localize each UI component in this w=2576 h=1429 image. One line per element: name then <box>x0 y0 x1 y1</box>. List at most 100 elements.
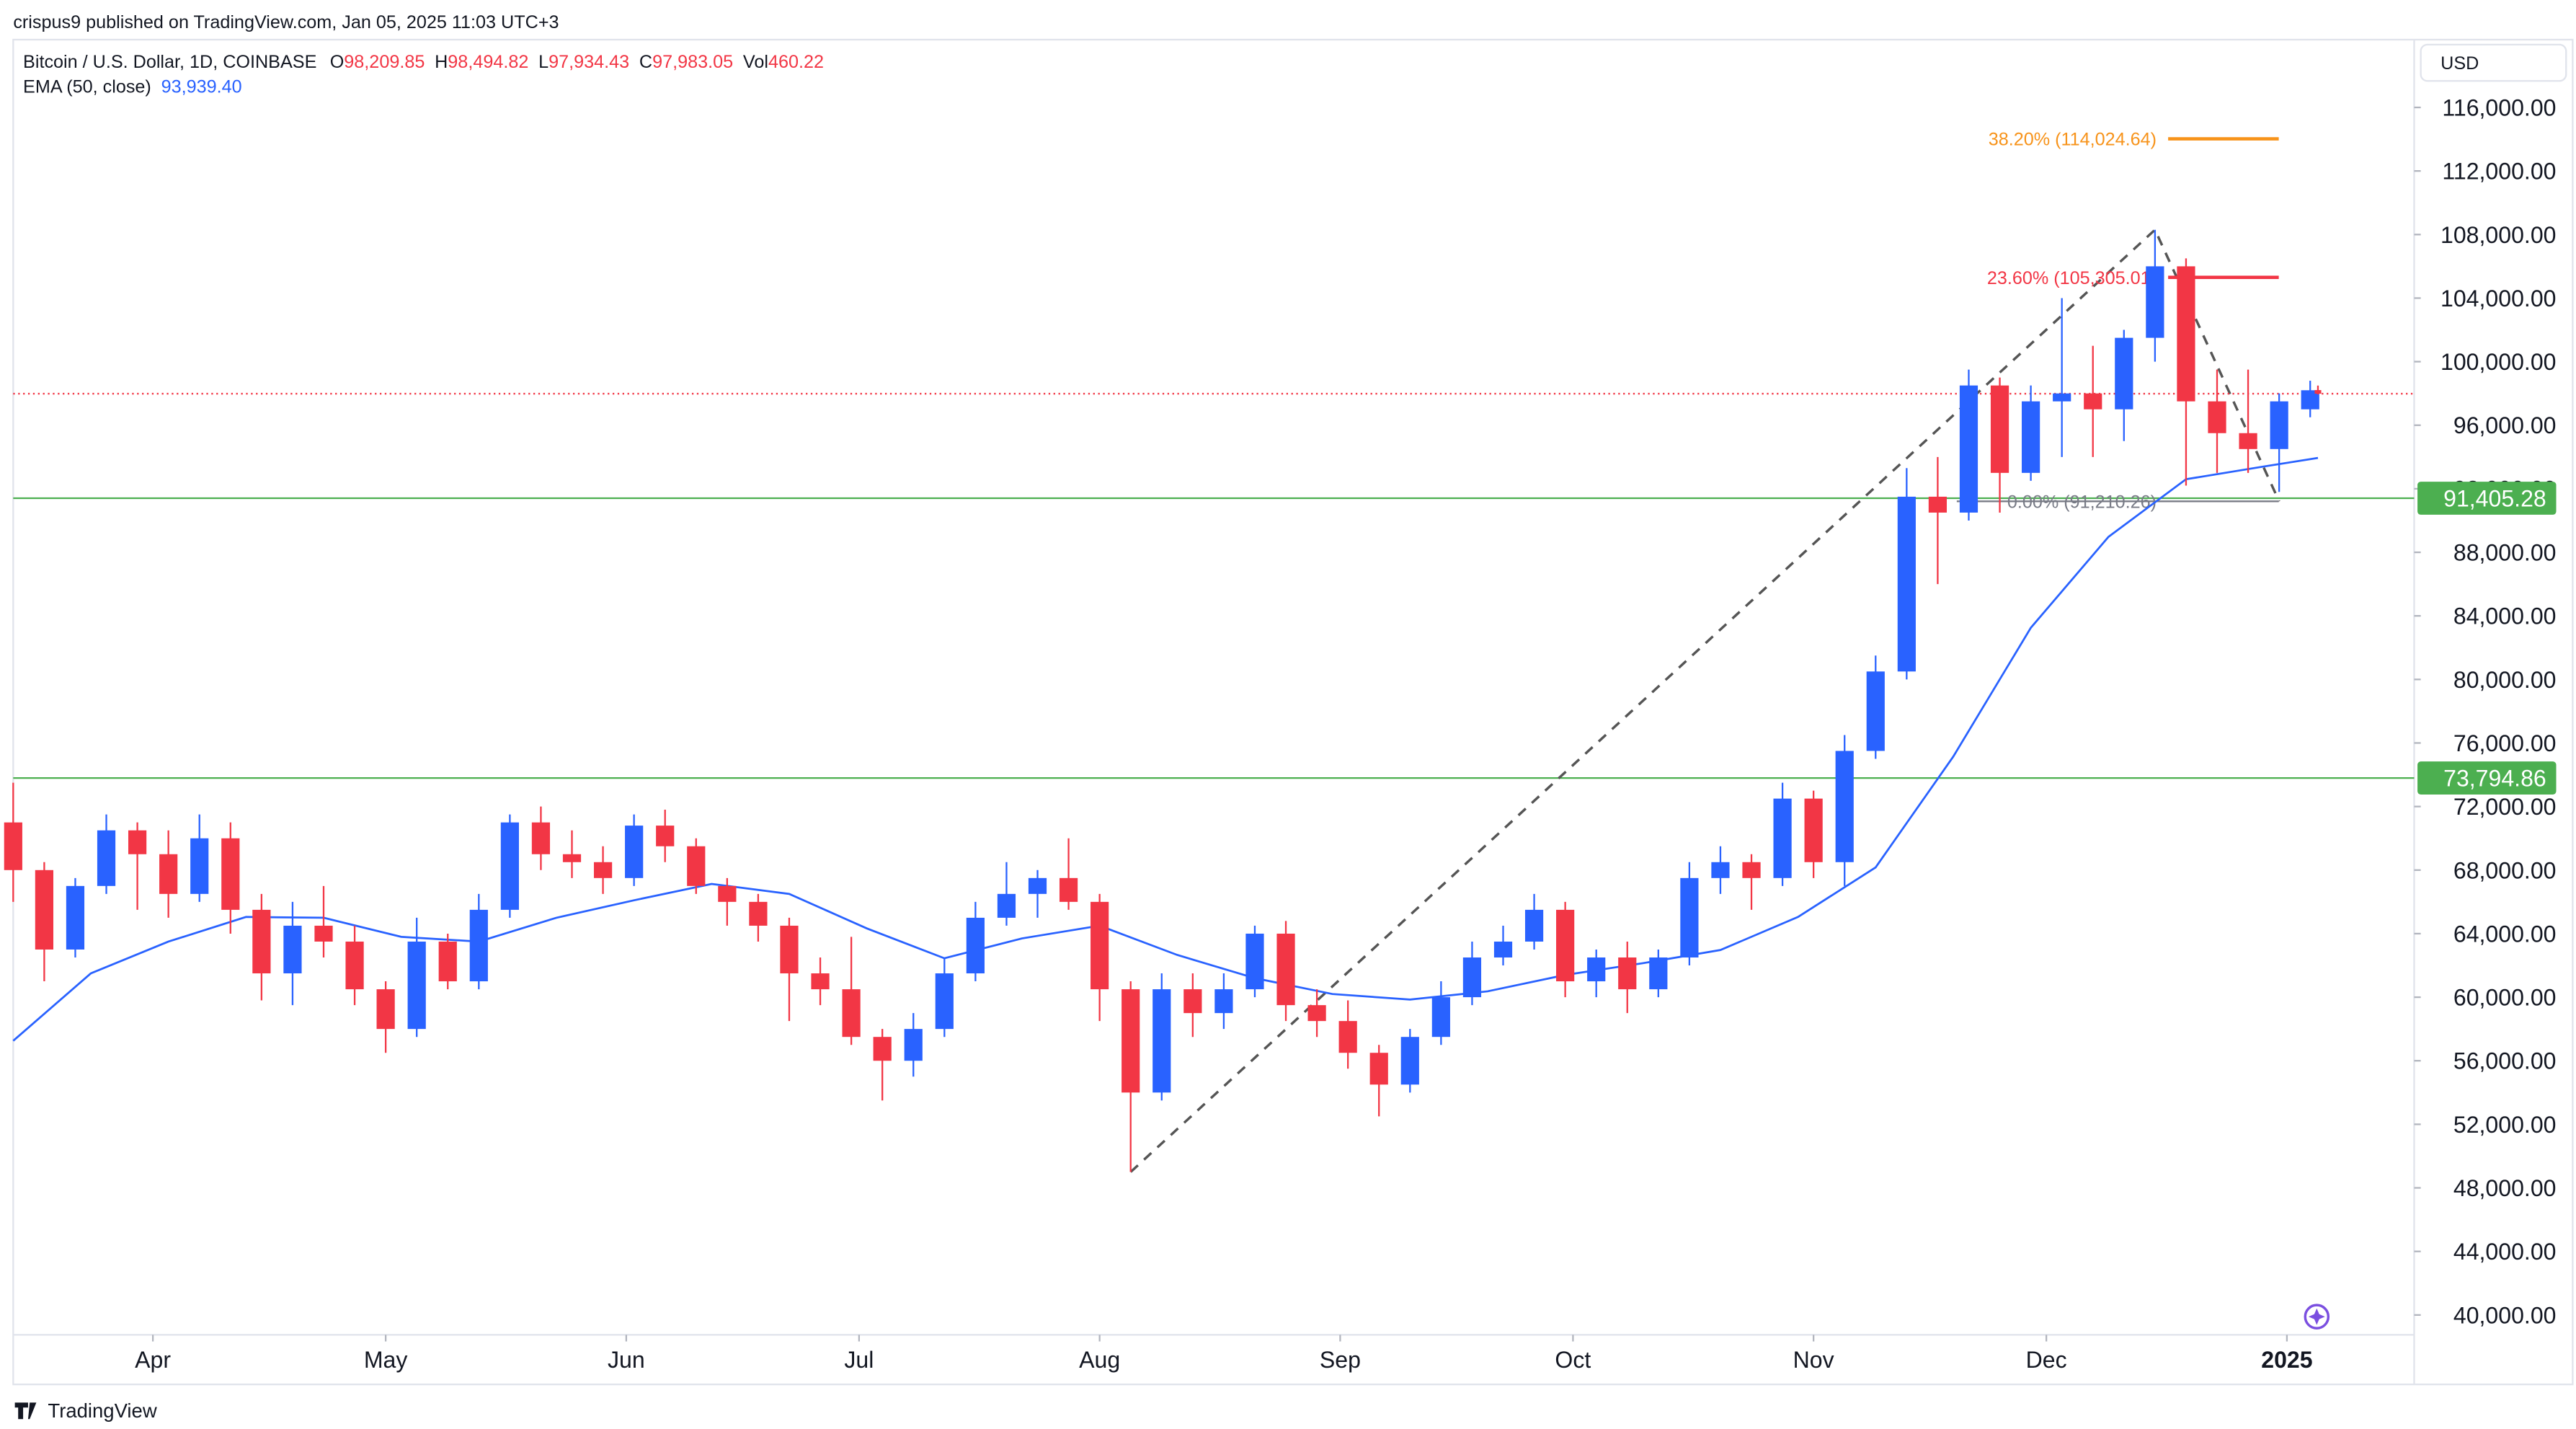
y-tick-label: 72,000.00 <box>2453 794 2557 820</box>
level-label: 73,794.86 <box>2443 766 2546 792</box>
candle-body <box>1028 877 1047 894</box>
candle-body <box>2022 401 2040 473</box>
level-label: 91,405.28 <box>2443 485 2546 511</box>
trend-line <box>1129 227 2280 1173</box>
ema-info: EMA (50, close) 93,939.40 <box>23 76 242 97</box>
ema-line <box>12 456 2319 1042</box>
footer-brand: TradingView <box>48 1399 156 1422</box>
candle-body <box>1431 997 1450 1038</box>
fib-label: 0.00% (91,210.26) <box>2007 492 2157 512</box>
y-tick-label: 108,000.00 <box>2440 222 2556 248</box>
candle-body <box>1059 877 1078 902</box>
candle-body <box>1866 671 1885 751</box>
fib-label: 38.20% (114,024.64) <box>1989 130 2157 150</box>
x-tick-label: May <box>364 1347 408 1373</box>
ai-icon[interactable] <box>2304 1304 2330 1330</box>
candle-body <box>1556 909 1575 982</box>
chart-frame <box>12 38 2574 1386</box>
currency-box[interactable] <box>2420 43 2567 82</box>
candle-body <box>1928 496 1947 513</box>
candle-body <box>842 989 861 1038</box>
y-tick-label: 64,000.00 <box>2453 921 2557 947</box>
ohlc-value: 98,494.82 <box>448 52 528 72</box>
candle-body <box>469 909 488 982</box>
candle-body <box>66 885 85 950</box>
candle-body <box>1245 933 1264 990</box>
level-label-box <box>2417 482 2557 515</box>
candle-body <box>314 925 333 942</box>
symbol: Bitcoin / U.S. Dollar, 1D, COINBASE <box>23 52 316 72</box>
candle-body <box>1338 1021 1357 1053</box>
level-label-box <box>2417 761 2557 795</box>
candle-body <box>345 941 364 990</box>
ohlc-label: H <box>435 52 448 72</box>
candle-body <box>2177 266 2195 402</box>
y-tick-label: 52,000.00 <box>2453 1112 2557 1138</box>
candle-body <box>1959 385 1978 513</box>
x-tick-label: Jun <box>608 1347 645 1373</box>
candle-body <box>562 854 582 862</box>
candle-body <box>1493 941 1513 958</box>
candle-body <box>935 973 954 1030</box>
candle-body <box>1369 1053 1388 1085</box>
candle-body <box>438 941 457 982</box>
candle-body <box>407 941 426 1030</box>
candle-body <box>1462 957 1482 998</box>
candle-body <box>1091 901 1109 990</box>
candle-body <box>1587 957 1606 982</box>
candle-body <box>2084 393 2102 410</box>
y-tick-label: 48,000.00 <box>2453 1175 2557 1201</box>
candle-body <box>1742 862 1761 878</box>
candle-body <box>159 854 178 894</box>
candle-body <box>1990 385 2009 473</box>
ohlc-value: 460.22 <box>768 52 824 72</box>
candle-body <box>1400 1037 1419 1085</box>
candle-body <box>2314 390 2322 394</box>
candle-body <box>966 917 985 974</box>
candle-body <box>1307 1005 1326 1022</box>
y-tick-label: 80,000.00 <box>2453 667 2557 693</box>
x-tick-label: Nov <box>1793 1347 1834 1373</box>
fib-label: 23.60% (105,305.01) <box>1987 268 2157 288</box>
y-tick-label: 68,000.00 <box>2453 857 2557 883</box>
candle-body <box>2115 337 2133 410</box>
candle-body <box>1711 862 1730 878</box>
x-tick-label: Sep <box>1320 1347 1361 1373</box>
candle-body <box>904 1029 923 1061</box>
publish-info: crispus9 published on TradingView.com, J… <box>13 12 559 32</box>
candle-body <box>1618 957 1637 990</box>
candle-body <box>128 830 147 854</box>
ai-icon-star <box>2308 1308 2325 1325</box>
candle-body <box>593 862 613 878</box>
y-tick-label: 56,000.00 <box>2453 1048 2557 1074</box>
candle-body <box>1897 496 1916 672</box>
candle-body <box>97 830 116 886</box>
ohlc-value: 97,934.43 <box>548 52 629 72</box>
candle-body <box>749 901 768 926</box>
x-tick-label: 2025 <box>2261 1347 2312 1373</box>
y-tick-label: 112,000.00 <box>2442 159 2556 185</box>
y-tick-label: 88,000.00 <box>2453 540 2557 566</box>
y-tick-label: 60,000.00 <box>2453 985 2557 1011</box>
y-tick-label: 76,000.00 <box>2453 730 2557 756</box>
y-tick-label: 100,000.00 <box>2440 349 2556 375</box>
candle-body <box>2208 401 2226 433</box>
ema-name: EMA (50, close) <box>23 76 151 97</box>
candle-body <box>2053 393 2071 402</box>
candle-body <box>500 822 519 910</box>
candle-body <box>1804 798 1823 862</box>
candle-body <box>531 822 551 854</box>
candle-body <box>2146 266 2164 338</box>
y-tick-label: 116,000.00 <box>2442 94 2556 120</box>
candle-body <box>811 973 830 990</box>
candle-body <box>190 838 209 894</box>
x-tick-label: Jul <box>844 1347 874 1373</box>
ema-value: 93,939.40 <box>161 76 242 97</box>
candle-body <box>376 989 395 1030</box>
y-tick-label: 44,000.00 <box>2453 1239 2557 1265</box>
y-tick-label: 96,000.00 <box>2453 412 2557 438</box>
candle-body <box>718 885 737 902</box>
x-tick-label: Dec <box>2026 1347 2067 1373</box>
